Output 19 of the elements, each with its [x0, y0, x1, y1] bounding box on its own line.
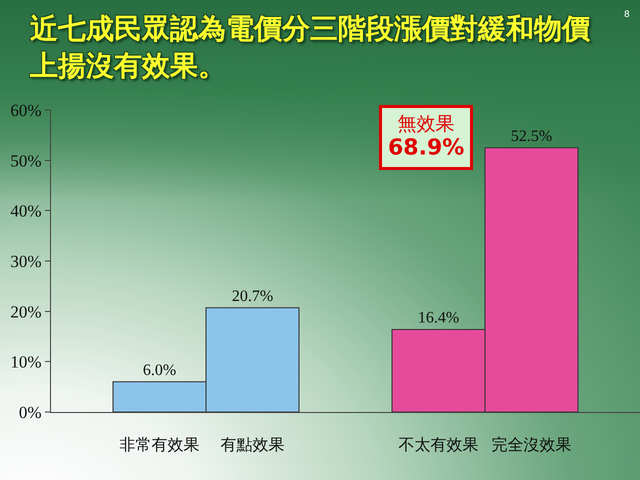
- y-tick-label: 40%: [10, 202, 42, 221]
- annotation: 68.9%: [388, 136, 464, 161]
- data-label: 6.0%: [142, 362, 176, 379]
- data-label: 52.5%: [510, 128, 552, 145]
- data-label: 20.7%: [232, 288, 274, 305]
- data-label: 16.4%: [418, 309, 460, 326]
- x-tick-label: 完全沒效果: [491, 436, 572, 454]
- y-tick-label: 10%: [10, 352, 42, 372]
- y-tick-label: 20%: [10, 302, 42, 322]
- x-tick-label: 有點效果: [220, 437, 285, 454]
- x-tick-label: 不太有效果: [398, 436, 478, 454]
- x-tick-label: 非常有效果: [120, 436, 200, 454]
- annotation: 無效果: [398, 114, 455, 135]
- y-tick-label: 50%: [10, 151, 42, 170]
- y-tick-label: 60%: [10, 100, 42, 120]
- text: 8: [624, 10, 630, 20]
- chart-title: 近七成民眾認為電價分三階段漲價對緩和物價上揚沒有效果。: [30, 11, 591, 84]
- y-tick-label: 30%: [10, 252, 42, 271]
- y-tick-label: 0%: [18, 402, 42, 422]
